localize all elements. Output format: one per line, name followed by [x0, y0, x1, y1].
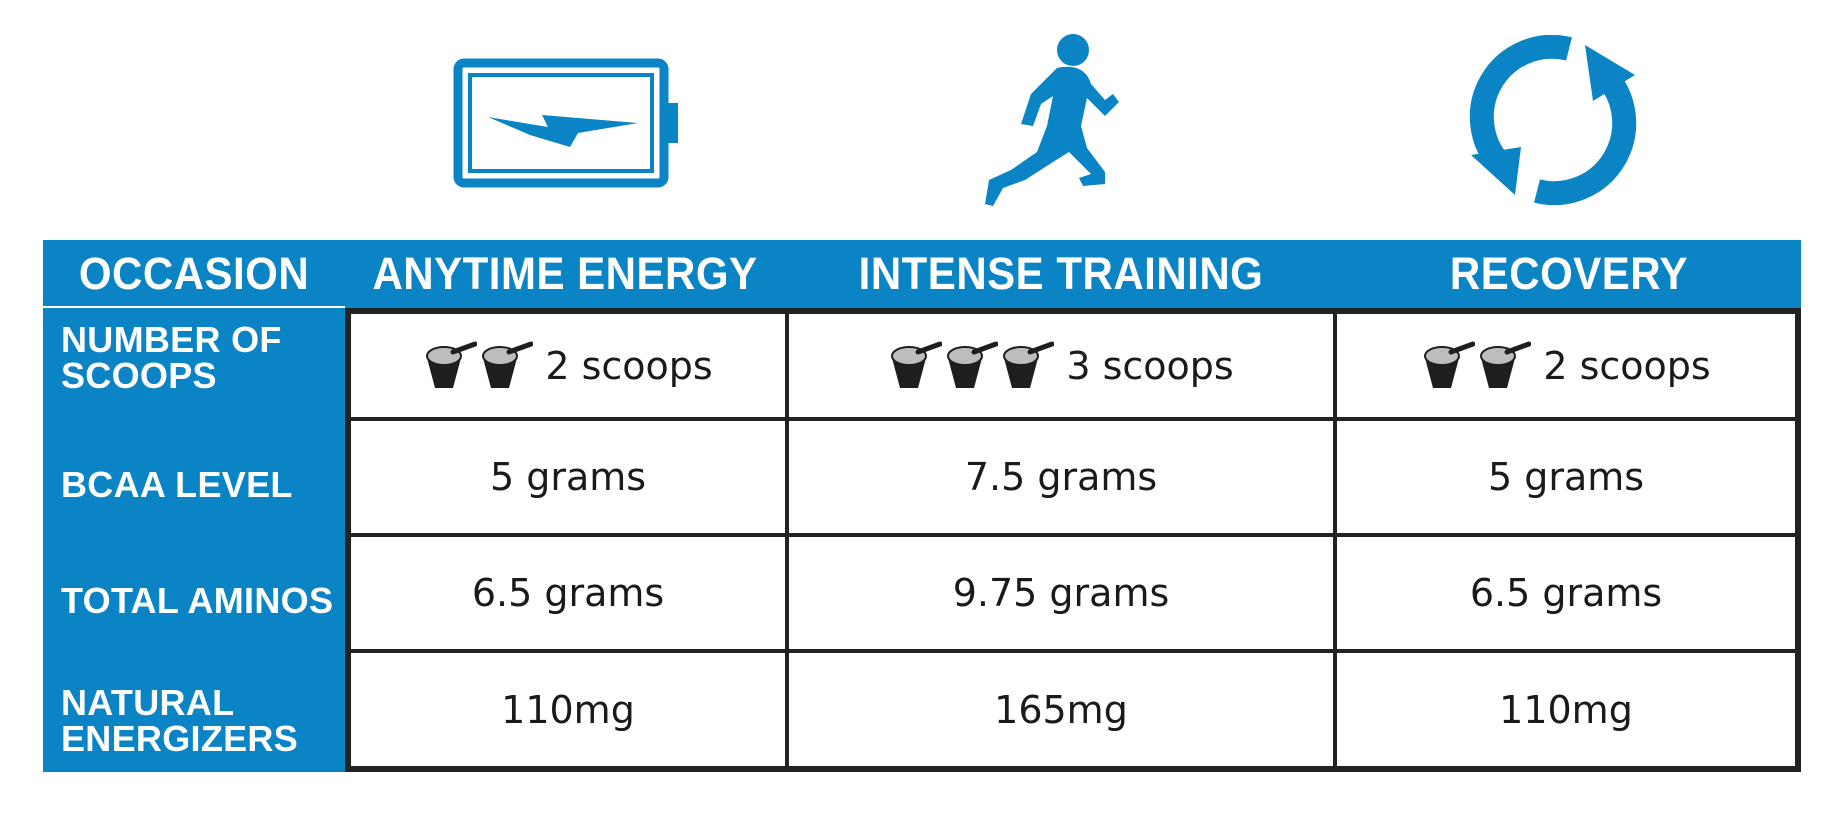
column-header-recovery: RECOVERY — [1449, 248, 1689, 299]
scoop-icons — [888, 340, 1056, 392]
scoop-icon — [482, 341, 534, 388]
row-label-line: SCOOPS — [61, 355, 217, 396]
values-grid — [345, 308, 1801, 772]
cell-scoops-intense: 3 scoops — [789, 314, 1333, 417]
scoop-icons — [1421, 340, 1533, 392]
column-header-anytime-energy: ANYTIME ENERGY — [372, 248, 758, 299]
row-label-bcaa-level: BCAA LEVEL — [61, 464, 293, 505]
column-header-occasion: OCCASION — [78, 248, 310, 299]
scoop-icon — [1480, 341, 1532, 388]
scoop-icon — [426, 341, 478, 388]
divider — [1333, 308, 1337, 772]
divider — [345, 533, 1801, 537]
cell-value: 2 scoops — [1543, 343, 1711, 388]
cell-energizers-recovery: 110mg — [1499, 687, 1633, 732]
divider — [43, 306, 345, 308]
cell-aminos-intense: 9.75 grams — [952, 571, 1170, 615]
cell-value: 3 scoops — [1066, 343, 1234, 388]
scoop-icon — [891, 341, 943, 388]
scoop-icon — [947, 341, 999, 388]
cell-bcaa-intense: 7.5 grams — [964, 455, 1158, 499]
cell-scoops-recovery: 2 scoops — [1337, 314, 1795, 417]
cell-scoops-anytime: 2 scoops — [351, 314, 785, 417]
cell-bcaa-recovery: 5 grams — [1487, 455, 1645, 499]
column-header-intense-training: INTENSE TRAINING — [858, 248, 1264, 299]
row-label-number-of-scoops: NUMBER OF SCOOPS — [61, 322, 282, 394]
row-label-line: NATURAL — [61, 682, 235, 723]
cell-aminos-recovery: 6.5 grams — [1469, 571, 1663, 615]
scoop-icon — [1424, 341, 1476, 388]
cell-energizers-intense: 165mg — [994, 687, 1128, 732]
cell-value: 2 scoops — [545, 343, 713, 388]
scoop-icons — [423, 340, 535, 392]
refresh-cycle-icon — [1465, 35, 1640, 205]
battery-bolt-icon — [450, 55, 690, 195]
scoop-icon — [1003, 341, 1055, 388]
row-label-line: ENERGIZERS — [61, 718, 299, 759]
cell-aminos-anytime: 6.5 grams — [471, 571, 665, 615]
row-label-column: NUMBER OF SCOOPS BCAA LEVEL TOTAL AMINOS… — [43, 308, 345, 772]
row-label-total-aminos: TOTAL AMINOS — [61, 580, 334, 621]
divider — [785, 308, 789, 772]
divider — [345, 649, 1801, 653]
cell-bcaa-anytime: 5 grams — [489, 455, 647, 499]
row-label-line: NUMBER OF — [61, 319, 282, 360]
cell-energizers-anytime: 110mg — [501, 687, 635, 732]
divider — [345, 417, 1801, 421]
table-header-row: OCCASION ANYTIME ENERGY INTENSE TRAINING… — [43, 240, 1801, 308]
running-person-icon — [955, 30, 1125, 210]
row-label-natural-energizers: NATURAL ENERGIZERS — [61, 685, 298, 757]
